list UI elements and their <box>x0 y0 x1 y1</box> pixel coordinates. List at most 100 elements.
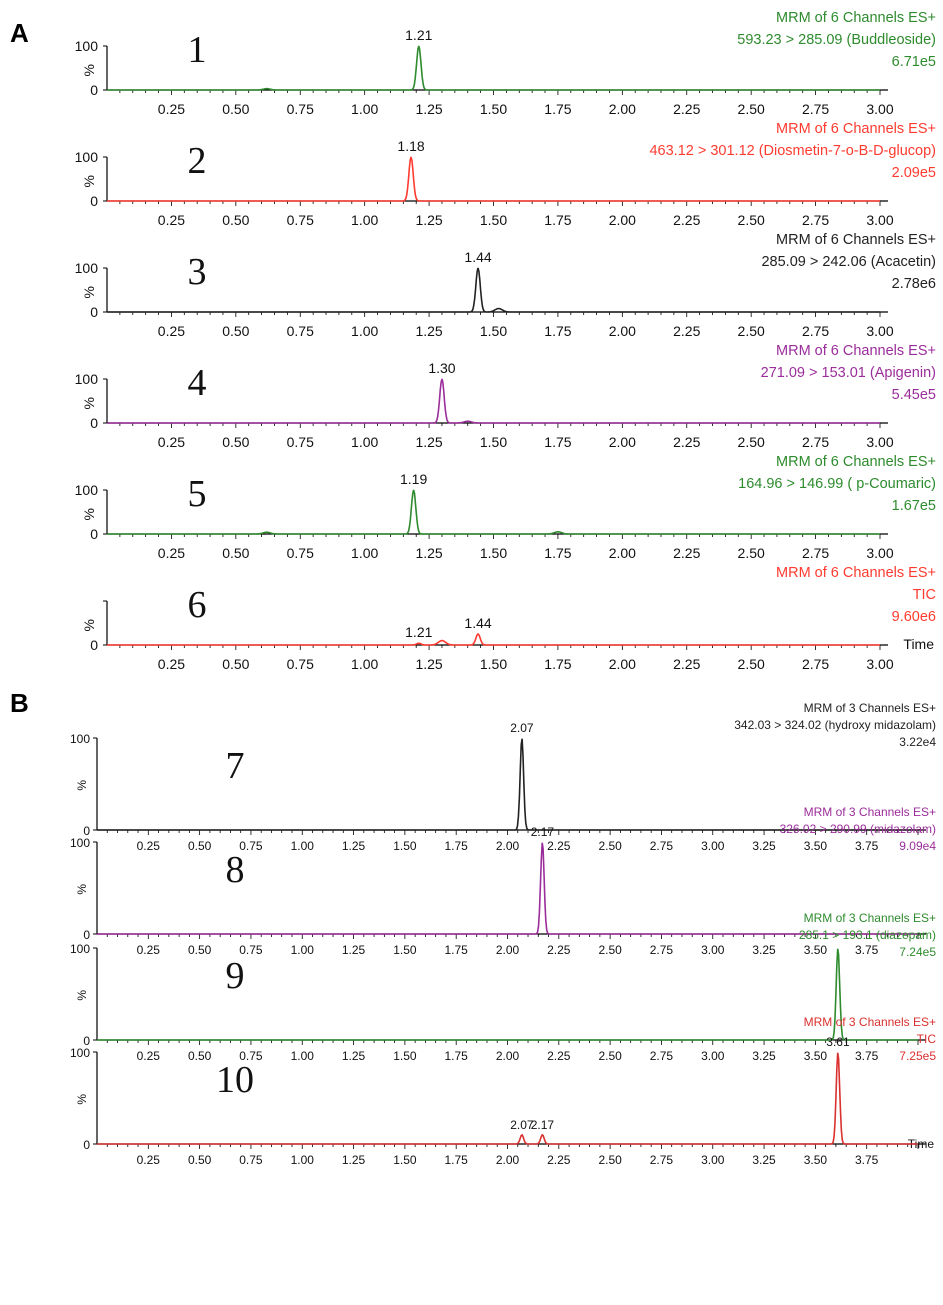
peak-label: 2.17 <box>531 825 555 839</box>
chart-panel-4: 4 MRM of 6 Channels ES+ 271.09 > 153.01 (A… <box>75 343 936 450</box>
x-tick-label: 3.00 <box>866 101 893 117</box>
panel-number: 1 <box>188 29 207 71</box>
x-tick-label: 2.00 <box>609 434 636 450</box>
y-tick-label: 0 <box>83 1138 90 1152</box>
x-tick-label: 2.50 <box>598 1049 622 1063</box>
y-tick-label: 100 <box>75 482 99 498</box>
x-tick-label: 2.00 <box>609 101 636 117</box>
channel-header-line: 5.45e5 <box>892 387 936 403</box>
x-tick-label: 3.00 <box>701 839 725 853</box>
panel-number: 3 <box>188 251 207 293</box>
x-tick-label: 2.00 <box>609 323 636 339</box>
channel-header-line: MRM of 3 Channels ES+ <box>804 701 936 715</box>
x-tick-label: 3.00 <box>701 943 725 957</box>
x-tick-label: 2.50 <box>738 323 765 339</box>
x-tick-label: 2.25 <box>547 839 571 853</box>
y-axis-unit: % <box>81 508 97 520</box>
chromatogram-trace <box>97 948 918 1041</box>
x-tick-label: 0.75 <box>287 212 314 228</box>
chart-panel-1: 1 MRM of 6 Channels ES+ 593.23 > 285.09 (B… <box>75 10 936 117</box>
x-tick-label: 1.75 <box>445 943 469 957</box>
chart-panel-3: 3 MRM of 6 Channels ES+ 285.09 > 242.06 (A… <box>75 232 936 339</box>
x-tick-label: 3.50 <box>804 839 828 853</box>
x-tick-label: 1.25 <box>415 656 442 672</box>
x-tick-label: 0.25 <box>158 101 185 117</box>
x-tick-label: 0.25 <box>137 943 161 957</box>
y-tick-label: 0 <box>90 415 98 431</box>
x-tick-label: 2.50 <box>598 1153 622 1167</box>
x-tick-label: 1.75 <box>544 545 571 561</box>
x-tick-label: 2.25 <box>547 1153 571 1167</box>
x-tick-label: 2.25 <box>673 212 700 228</box>
y-axis-unit: % <box>81 64 97 76</box>
x-tick-label: 1.25 <box>342 943 366 957</box>
x-tick-label: 1.75 <box>544 323 571 339</box>
channel-header-line: 326.02 > 290.99 (midazolam) <box>780 822 936 836</box>
channel-header-line: 2.78e6 <box>892 276 936 292</box>
x-tick-label: 1.00 <box>291 1153 315 1167</box>
y-tick-label: 0 <box>90 637 98 653</box>
y-axis-unit: % <box>75 780 89 791</box>
chromatogram-trace <box>107 45 880 91</box>
channel-header-line: MRM of 6 Channels ES+ <box>776 121 936 137</box>
x-tick-label: 1.00 <box>291 943 315 957</box>
x-tick-label: 2.00 <box>609 656 636 672</box>
x-tick-label: 0.25 <box>137 1049 161 1063</box>
x-tick-label: 1.00 <box>351 434 378 450</box>
panel-number: 10 <box>216 1059 254 1101</box>
peak-label: 1.18 <box>397 138 424 154</box>
x-tick-label: 1.00 <box>291 839 315 853</box>
x-tick-label: 1.75 <box>445 1153 469 1167</box>
x-tick-label: 3.00 <box>866 212 893 228</box>
x-tick-label: 3.75 <box>855 943 879 957</box>
x-tick-label: 2.75 <box>802 323 829 339</box>
channel-header-line: MRM of 6 Channels ES+ <box>776 454 936 470</box>
x-tick-label: 1.50 <box>480 212 507 228</box>
x-tick-label: 2.75 <box>802 545 829 561</box>
x-tick-label: 1.25 <box>415 212 442 228</box>
x-tick-label: 0.50 <box>222 212 249 228</box>
channel-header-line: 593.23 > 285.09 (Buddleoside) <box>737 32 936 48</box>
x-tick-label: 3.00 <box>866 323 893 339</box>
channel-header-line: 271.09 > 153.01 (Apigenin) <box>761 365 936 381</box>
x-tick-label: 2.75 <box>650 1153 674 1167</box>
x-tick-label: 3.25 <box>752 943 776 957</box>
chart-panel-2: 2 MRM of 6 Channels ES+ 463.12 > 301.12 (D… <box>75 121 936 228</box>
x-tick-label: 2.75 <box>802 212 829 228</box>
x-tick-label: 1.25 <box>415 323 442 339</box>
x-tick-label: 3.50 <box>804 1049 828 1063</box>
x-tick-label: 1.50 <box>393 839 417 853</box>
channel-header-line: 1.67e5 <box>892 498 936 514</box>
x-tick-label: 0.25 <box>158 656 185 672</box>
channel-header-line: 3.22e4 <box>899 735 936 749</box>
chromatogram-trace <box>97 738 918 831</box>
x-tick-label: 3.00 <box>866 434 893 450</box>
chromatogram-trace <box>107 489 880 535</box>
x-tick-label: 1.75 <box>544 656 571 672</box>
x-tick-label: 2.75 <box>802 101 829 117</box>
y-tick-label: 100 <box>70 836 90 850</box>
x-tick-label: 0.50 <box>188 1049 212 1063</box>
channel-header-line: 7.25e5 <box>899 1049 936 1063</box>
y-tick-label: 0 <box>83 1034 90 1048</box>
y-tick-label: 100 <box>70 732 90 746</box>
x-tick-label: 0.25 <box>158 434 185 450</box>
peak-label: 1.30 <box>428 360 455 376</box>
x-tick-label: 1.50 <box>480 101 507 117</box>
channel-header-line: TIC <box>913 587 936 603</box>
x-tick-label: 2.00 <box>496 1153 520 1167</box>
x-tick-label: 0.50 <box>222 656 249 672</box>
chart-panel-10: 10 MRM of 3 Channels ES+ TIC 7.25e5 100% 0 0.2… <box>70 1015 936 1167</box>
x-tick-label: 2.75 <box>650 1049 674 1063</box>
x-tick-label: 2.50 <box>738 434 765 450</box>
panel-number: 8 <box>226 849 245 891</box>
x-tick-label: 0.25 <box>137 1153 161 1167</box>
x-tick-label: 0.75 <box>287 101 314 117</box>
y-axis-unit: % <box>75 884 89 895</box>
peak-label: 1.21 <box>405 27 432 43</box>
x-tick-label: 2.50 <box>598 943 622 957</box>
x-tick-label: 0.75 <box>239 1049 263 1063</box>
x-axis-title: Time <box>908 1137 935 1151</box>
x-tick-label: 3.50 <box>804 943 828 957</box>
